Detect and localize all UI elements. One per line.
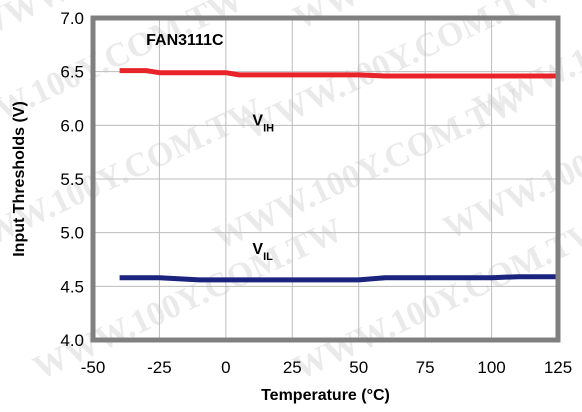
series-line-vih bbox=[119, 68, 558, 79]
annotation-subscript: IH bbox=[263, 122, 274, 134]
tick-label-layer: -50 -25 0 25 50 75 100 125 4.0 4.5 5.0 5.5 6.0 6.5 7.0 bbox=[60, 9, 572, 377]
x-tick-label: 25 bbox=[283, 358, 302, 377]
series-layer bbox=[119, 68, 558, 283]
y-tick-label: 5.0 bbox=[60, 224, 84, 243]
x-tick-label: 125 bbox=[544, 358, 572, 377]
plot-frame-layer bbox=[90, 15, 561, 343]
plot-frame bbox=[90, 15, 561, 343]
series-line-vil bbox=[119, 274, 558, 283]
watermark-layer: WWW.100Y.COM.TWWWW.100Y.COM.TWWWW.100Y.C… bbox=[0, 0, 582, 387]
annotation-subscript: IL bbox=[263, 251, 273, 263]
y-tick-label: 4.5 bbox=[60, 277, 84, 296]
y-tick-label: 6.0 bbox=[60, 116, 84, 135]
x-tick-label: 75 bbox=[416, 358, 435, 377]
y-tick-label: 6.5 bbox=[60, 63, 84, 82]
x-tick-label: -50 bbox=[81, 358, 106, 377]
x-tick-label: 100 bbox=[477, 358, 505, 377]
y-tick-label: 4.0 bbox=[60, 331, 84, 350]
x-tick-label: 0 bbox=[221, 358, 230, 377]
y-tick-label: 5.5 bbox=[60, 170, 84, 189]
x-tick-label: 50 bbox=[349, 358, 368, 377]
device-label: FAN3111C bbox=[146, 32, 224, 49]
y-tick-label: 7.0 bbox=[60, 9, 84, 28]
x-tick-label: -25 bbox=[147, 358, 172, 377]
y-axis-title: Input Thresholds (V) bbox=[11, 101, 28, 257]
x-axis-title: Temperature (°C) bbox=[261, 387, 390, 404]
